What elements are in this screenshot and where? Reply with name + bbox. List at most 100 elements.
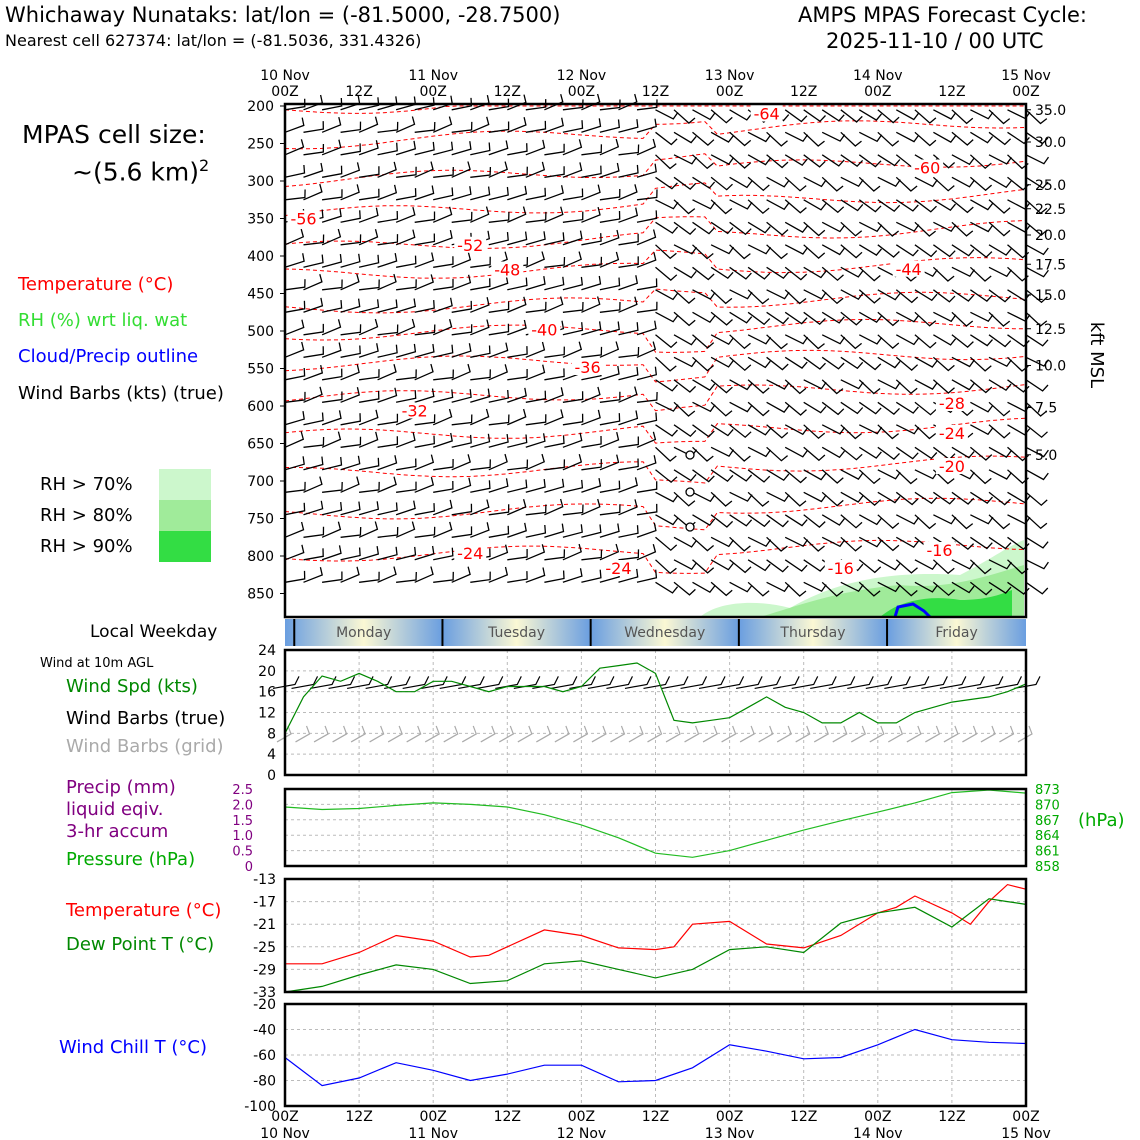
wind-barb <box>451 343 472 358</box>
wind-barb <box>932 379 955 394</box>
grid-wind-barb <box>332 725 348 743</box>
wind-barb <box>1025 266 1049 278</box>
bottom-hour-label: 12Z <box>938 1109 965 1125</box>
temperature-contour-label: -20 <box>939 457 965 476</box>
temperature-contour-line <box>284 349 1027 383</box>
wind-barb <box>488 121 510 133</box>
wind-barb <box>1025 221 1048 236</box>
wind-barb <box>395 458 417 471</box>
wind-barb <box>710 559 734 571</box>
wind-barb <box>970 199 994 211</box>
wind-barb <box>692 199 716 210</box>
wind-barb <box>951 176 975 188</box>
wind-barb <box>710 401 733 417</box>
wind-barb <box>525 544 546 561</box>
wind-barb <box>747 559 771 572</box>
wind-barb <box>877 446 900 460</box>
wind-barb <box>562 99 584 111</box>
kft-tick-label: 17.5 <box>1035 257 1066 273</box>
wind-barb <box>618 458 639 471</box>
value-tick-label: -40 <box>253 1023 276 1039</box>
wind-barb <box>303 500 324 516</box>
wind-barb <box>988 311 1011 327</box>
wind-barb <box>803 491 827 503</box>
wind-barb <box>784 536 809 548</box>
wind-barb <box>858 109 883 121</box>
wind-barb <box>544 166 565 178</box>
legend-precip: Precip (mm) <box>66 777 176 798</box>
wind-barb <box>432 432 453 448</box>
wind-barb <box>377 436 399 448</box>
wind-barb <box>970 536 993 550</box>
wind-barb <box>895 356 919 371</box>
wind-barb <box>433 278 454 291</box>
wind-barb <box>470 206 490 223</box>
wind-barb <box>636 189 658 201</box>
wind-barb <box>451 414 473 426</box>
wind-barb <box>803 469 827 481</box>
wind-barb <box>877 221 900 237</box>
wind-barb <box>914 469 938 480</box>
wind-barb <box>988 154 1012 165</box>
wind-barb <box>710 356 734 368</box>
wind-barb <box>562 251 582 268</box>
wind-barb <box>284 117 305 133</box>
wind-barb <box>507 117 527 133</box>
wind-barb <box>599 413 621 426</box>
kft-axis-label: kft MSL <box>1086 322 1107 388</box>
wind-barb <box>932 559 955 575</box>
weekday-band <box>285 619 443 646</box>
wind-barb <box>414 121 436 133</box>
wind-barb <box>747 424 771 436</box>
legend-wind-chill: Wind Chill T (°C) <box>59 1037 207 1058</box>
wind-barb <box>840 311 863 326</box>
wind-barb <box>877 289 901 301</box>
grid-wind-barb <box>999 725 1015 743</box>
wind-barb <box>710 244 735 255</box>
wind-barb <box>988 401 1011 417</box>
wind-barb <box>525 139 546 156</box>
wind-barb <box>821 266 844 282</box>
wind-barb <box>747 401 770 417</box>
wind-barb <box>1007 334 1030 348</box>
wind-barb <box>562 341 583 358</box>
wind-barb <box>544 523 565 538</box>
wind-barb <box>710 131 734 143</box>
wind-barb <box>581 275 602 291</box>
wind-barb <box>784 514 808 527</box>
wind-barb <box>507 206 527 223</box>
wind-barb <box>803 221 826 237</box>
wind-barb <box>581 321 602 336</box>
wind-barb <box>284 570 306 583</box>
bottom-hour-label: 00Z <box>716 1109 743 1125</box>
wind-barb <box>395 390 417 403</box>
wind-barb <box>284 502 306 516</box>
wind-barb <box>525 161 546 178</box>
wind-barb <box>1025 199 1048 215</box>
rh-legend-70: RH > 70% <box>40 474 133 495</box>
wind-barb <box>951 514 974 530</box>
wind-barb <box>914 199 937 213</box>
wind-barb <box>636 391 658 403</box>
wind-barb <box>1007 289 1031 302</box>
wind-barb <box>303 254 324 268</box>
kft-tick-label: 20.0 <box>1035 228 1066 244</box>
wind-barb <box>784 109 808 123</box>
wind-barb <box>581 569 602 583</box>
wind-barb <box>599 229 620 246</box>
wind-barb <box>451 526 473 538</box>
wind-chill-line <box>284 1028 1027 1087</box>
temperature-contour-line <box>284 384 1027 412</box>
wind-barb <box>766 311 790 325</box>
contour-label-bg <box>398 402 431 419</box>
wind-barb <box>636 503 658 516</box>
wind-barb <box>970 109 994 120</box>
wind-barb <box>433 389 454 403</box>
pressure-tick-label: 350 <box>247 212 274 228</box>
wind-barb <box>692 514 716 526</box>
precip-tick-label: 2.5 <box>232 783 253 798</box>
pressure-tick-label: 858 <box>1035 860 1060 875</box>
wind-barb <box>692 379 716 391</box>
wind-barb <box>655 311 679 323</box>
wind-barb <box>914 176 938 188</box>
